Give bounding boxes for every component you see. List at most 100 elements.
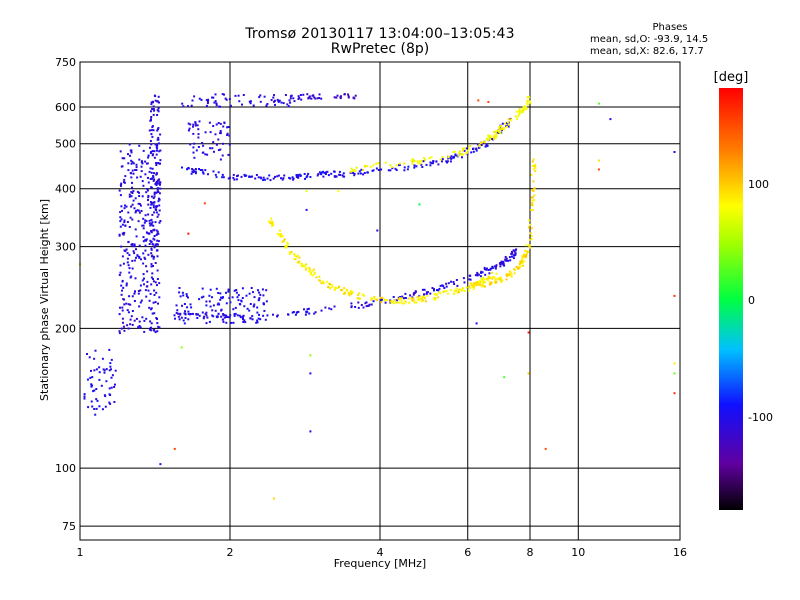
data-point: [179, 312, 182, 315]
data-point: [127, 162, 130, 165]
data-point: [198, 120, 201, 123]
data-point: [362, 169, 365, 172]
data-point: [143, 330, 146, 333]
data-point: [447, 156, 450, 159]
data-point: [183, 303, 186, 305]
data-point: [425, 163, 428, 166]
data-point: [137, 209, 140, 212]
data-point: [501, 122, 504, 125]
data-point: [187, 318, 190, 321]
data-point: [514, 249, 517, 252]
data-point: [139, 301, 142, 304]
colorbar: [deg] 100 0 -100: [714, 70, 773, 510]
data-point: [150, 201, 152, 204]
data-point: [144, 238, 147, 241]
data-point: [150, 263, 153, 266]
data-point: [493, 281, 496, 283]
data-point: [223, 314, 226, 317]
data-point: [205, 304, 208, 307]
data-point: [187, 122, 190, 125]
data-point: [400, 300, 403, 303]
data-point: [480, 144, 483, 147]
data-point: [101, 357, 104, 360]
data-point: [155, 173, 158, 176]
data-point: [385, 299, 388, 301]
data-point: [377, 162, 380, 165]
data-point: [518, 265, 521, 268]
data-point: [147, 253, 150, 256]
data-point: [145, 295, 148, 298]
data-point: [523, 105, 526, 108]
x-tick-label: 4: [377, 546, 384, 559]
data-point: [353, 172, 356, 175]
data-point: [151, 101, 154, 104]
data-point: [515, 266, 518, 268]
data-point: [487, 275, 490, 278]
data-point: [156, 205, 159, 208]
data-point: [91, 405, 94, 408]
data-point: [445, 160, 448, 163]
data-point: [119, 225, 122, 228]
data-point: [156, 284, 158, 287]
data-point: [293, 100, 296, 103]
data-point: [135, 256, 137, 259]
data-point: [156, 230, 159, 233]
data-point: [320, 173, 323, 176]
data-point: [120, 245, 123, 248]
data-point: [270, 99, 273, 101]
data-point: [524, 253, 527, 256]
data-point: [305, 176, 308, 179]
data-point: [412, 297, 415, 300]
data-point: [189, 143, 192, 146]
data-point: [149, 292, 152, 295]
data-point: [217, 149, 220, 152]
data-point: [528, 219, 531, 222]
data-point: [523, 109, 526, 112]
data-point: [239, 316, 242, 319]
data-point: [143, 221, 146, 224]
data-point: [510, 275, 513, 278]
data-point: [494, 282, 497, 285]
data-point: [237, 94, 240, 97]
data-point: [316, 97, 319, 100]
data-point: [129, 149, 132, 152]
data-point: [157, 200, 160, 203]
data-point: [395, 164, 398, 167]
data-point: [381, 296, 384, 299]
data-point: [125, 284, 128, 287]
data-point: [307, 270, 310, 273]
data-point: [500, 281, 503, 284]
data-point: [295, 174, 298, 176]
data-point: [403, 297, 405, 300]
data-point: [124, 204, 126, 207]
data-point: [152, 179, 155, 182]
data-point: [466, 153, 469, 156]
data-point: [505, 273, 508, 276]
data-point: [142, 262, 145, 265]
data-point: [266, 103, 269, 105]
data-point: [152, 113, 155, 116]
data-point: [338, 170, 341, 173]
plot-frame: [79, 61, 681, 541]
data-point: [202, 317, 205, 320]
data-point: [128, 267, 131, 270]
data-point: [156, 129, 159, 132]
data-point: [193, 156, 196, 159]
data-point: [153, 201, 155, 204]
data-point: [279, 235, 282, 238]
data-point: [145, 265, 148, 268]
data-point: [119, 211, 122, 214]
data-point: [152, 176, 155, 179]
data-point: [527, 226, 530, 229]
data-point: [217, 122, 220, 124]
data-point: [429, 161, 432, 164]
data-point: [126, 252, 129, 255]
data-point: [485, 143, 488, 146]
data-point: [475, 149, 478, 152]
data-point: [299, 175, 302, 177]
data-point: [469, 286, 472, 289]
data-point: [364, 302, 367, 305]
data-point: [499, 277, 502, 280]
data-point: [390, 300, 393, 303]
data-point: [495, 264, 498, 267]
